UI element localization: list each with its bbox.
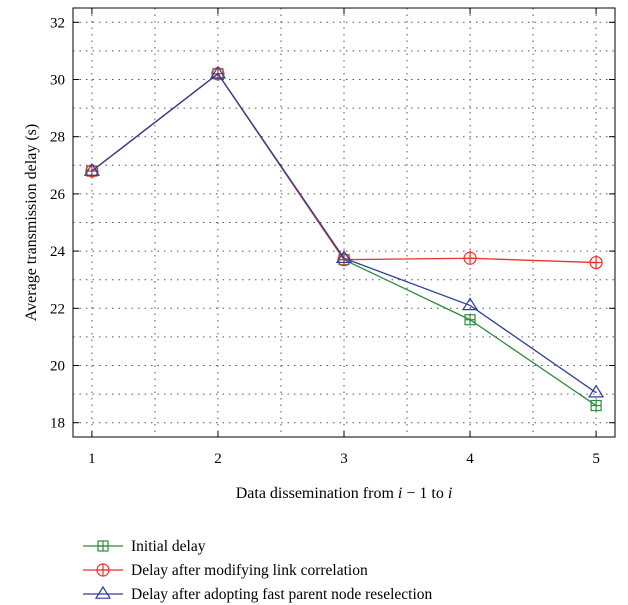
legend: Initial delay Delay after modifying link … <box>83 538 433 603</box>
series-line <box>91 72 597 394</box>
y-tick-label: 30 <box>50 73 65 89</box>
marker-triangle <box>461 297 479 311</box>
series-2 <box>85 67 603 270</box>
y-tick-label: 18 <box>50 416 65 432</box>
y-tick-label: 28 <box>50 130 65 146</box>
y-tick-label: 20 <box>50 359 65 375</box>
axis-ticks: 1 2 3 4 5 18 20 22 24 26 28 30 32 <box>50 8 615 467</box>
x-axis-label-var1: i <box>398 485 402 502</box>
y-tick-label: 32 <box>50 15 65 31</box>
marker-triangle <box>94 585 112 599</box>
x-tick-label: 1 <box>88 451 96 467</box>
x-tick-label: 4 <box>466 451 474 467</box>
x-tick-label: 3 <box>340 451 348 467</box>
series-line <box>91 72 597 407</box>
x-axis-label-var2: i <box>448 485 452 502</box>
data-point <box>209 65 227 79</box>
data-point <box>83 162 100 176</box>
x-axis-label: Data dissemination from i − 1 to i <box>236 485 453 502</box>
series-3 <box>83 65 605 398</box>
grid-lines <box>73 8 615 437</box>
y-tick-label: 24 <box>50 244 66 260</box>
x-axis-label-prefix: Data dissemination from <box>236 485 398 502</box>
legend-marker <box>96 563 110 577</box>
legend-entry: Delay after modifying link correlation <box>83 562 368 579</box>
y-tick-label: 26 <box>50 187 66 203</box>
x-tick-label: 5 <box>592 451 600 467</box>
legend-label: Delay after modifying link correlation <box>131 562 368 579</box>
marker-triangle <box>209 65 227 79</box>
legend-marker <box>94 585 112 599</box>
legend-label: Initial delay <box>131 538 206 555</box>
series-line <box>91 72 597 264</box>
marker-triangle <box>588 384 605 398</box>
legend-marker <box>97 540 109 552</box>
data-point <box>590 399 602 412</box>
data-point <box>588 384 605 398</box>
data-point <box>463 251 477 265</box>
legend-entry: Delay after adopting fast parent node re… <box>83 585 433 603</box>
y-tick-label: 22 <box>50 301 65 317</box>
x-axis-label-middle: − 1 to <box>402 485 447 502</box>
legend-entry: Initial delay <box>83 538 206 555</box>
marker-triangle <box>335 250 353 264</box>
data-point <box>461 297 479 311</box>
series-lines <box>83 65 605 412</box>
marker-triangle <box>83 162 100 176</box>
x-tick-label: 2 <box>214 451 222 467</box>
y-axis-label: Average transmission delay (s) <box>23 124 40 321</box>
data-point <box>335 250 353 264</box>
data-point <box>589 255 603 270</box>
legend-label: Delay after adopting fast parent node re… <box>131 586 433 603</box>
data-point <box>464 314 476 326</box>
